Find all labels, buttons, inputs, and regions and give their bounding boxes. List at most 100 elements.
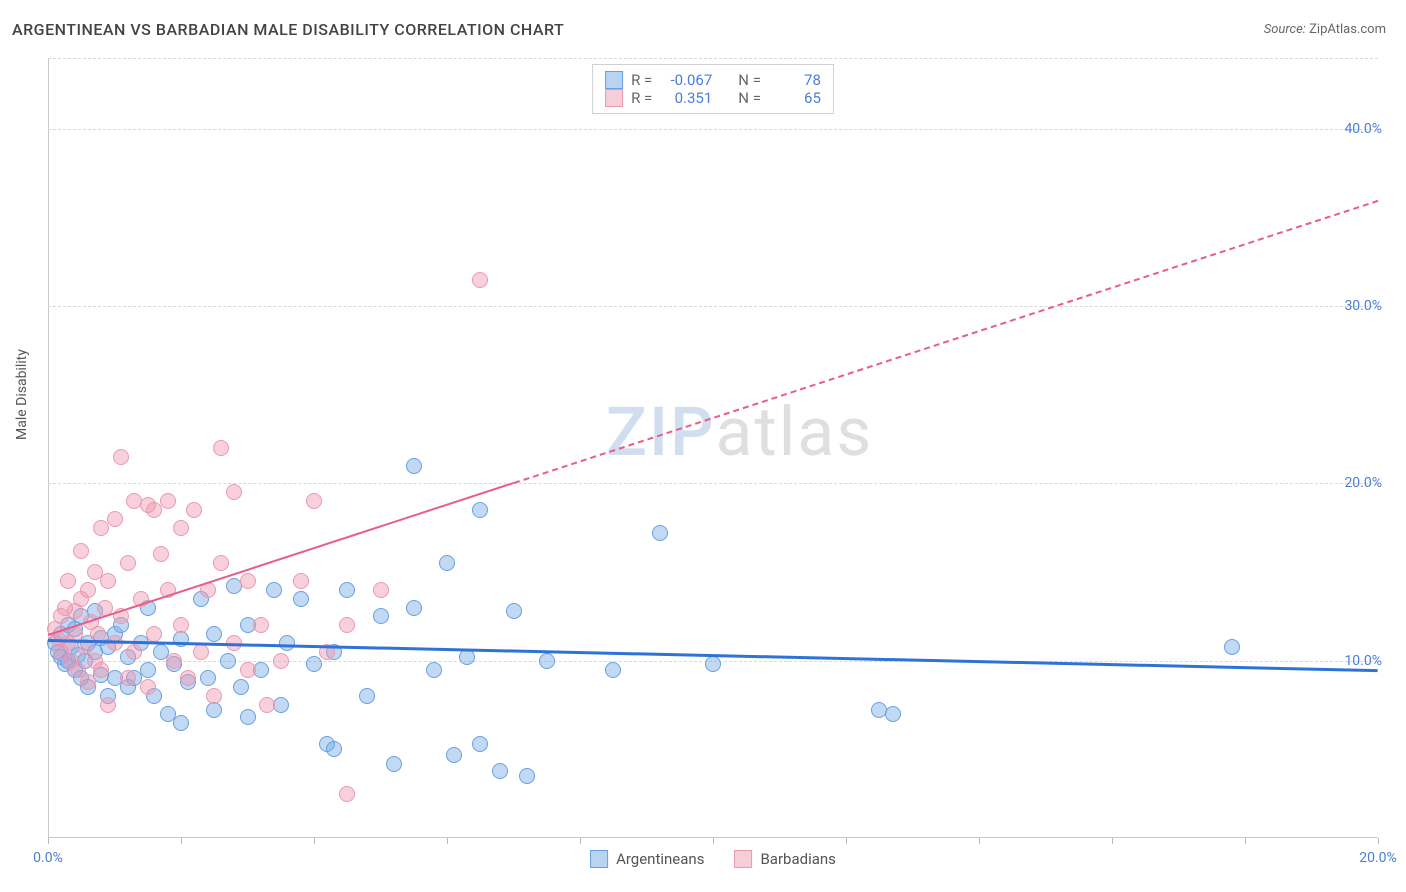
- data-point: [93, 662, 109, 678]
- data-point: [73, 543, 89, 559]
- y-axis: [48, 58, 49, 838]
- data-point: [240, 573, 256, 589]
- x-tick-mark: [1245, 838, 1246, 844]
- data-point: [373, 582, 389, 598]
- grid-line: [48, 306, 1378, 307]
- data-point: [140, 662, 156, 678]
- source-label: Source: ZipAtlas.com: [1264, 22, 1386, 37]
- grid-line: [48, 483, 1378, 484]
- data-point: [506, 603, 522, 619]
- data-point: [373, 608, 389, 624]
- data-point: [306, 656, 322, 672]
- legend-swatch: [605, 89, 623, 107]
- data-point: [173, 631, 189, 647]
- chart-title: ARGENTINEAN VS BARBADIAN MALE DISABILITY…: [12, 20, 564, 39]
- grid-line: [48, 129, 1378, 130]
- x-tick-mark: [979, 838, 980, 844]
- data-point: [100, 573, 116, 589]
- data-point: [80, 674, 96, 690]
- data-point: [259, 697, 275, 713]
- source-prefix: Source:: [1264, 22, 1306, 37]
- data-point: [113, 449, 129, 465]
- stat-r-label: R =: [631, 89, 652, 107]
- data-point: [446, 747, 462, 763]
- bottom-legend: Argentineans Barbadians: [590, 850, 836, 868]
- data-point: [126, 644, 142, 660]
- data-point: [213, 555, 229, 571]
- data-point: [153, 546, 169, 562]
- stat-n-value: 65: [769, 89, 821, 107]
- data-point: [472, 502, 488, 518]
- x-tick-mark: [181, 838, 182, 844]
- data-point: [200, 670, 216, 686]
- data-point: [173, 617, 189, 633]
- y-tick-label: 40.0%: [1344, 121, 1382, 137]
- stats-row: R =-0.067N =78: [605, 71, 821, 89]
- chart-container: ARGENTINEAN VS BARBADIAN MALE DISABILITY…: [0, 0, 1406, 892]
- data-point: [652, 525, 668, 541]
- x-tick-mark: [1112, 838, 1113, 844]
- data-point: [406, 458, 422, 474]
- data-point: [273, 653, 289, 669]
- data-point: [146, 626, 162, 642]
- x-tick-mark: [447, 838, 448, 844]
- stat-n-value: 78: [769, 71, 821, 89]
- y-tick-label: 10.0%: [1344, 653, 1382, 669]
- data-point: [120, 555, 136, 571]
- data-point: [359, 688, 375, 704]
- data-point: [885, 706, 901, 722]
- data-point: [339, 582, 355, 598]
- stat-r-value: -0.067: [660, 71, 712, 89]
- data-point: [206, 626, 222, 642]
- y-tick-label: 20.0%: [1344, 475, 1382, 491]
- data-point: [605, 662, 621, 678]
- data-point: [459, 649, 475, 665]
- data-point: [60, 573, 76, 589]
- x-tick-mark: [1378, 838, 1379, 844]
- regression-line: [513, 200, 1378, 484]
- data-point: [1224, 639, 1240, 655]
- x-tick-label: 20.0%: [1359, 850, 1397, 866]
- data-point: [519, 768, 535, 784]
- data-point: [253, 617, 269, 633]
- legend-swatch: [734, 850, 752, 868]
- data-point: [100, 697, 116, 713]
- stat-n-label: N =: [738, 71, 761, 89]
- x-tick-label: 0.0%: [33, 850, 63, 866]
- watermark-accent: ZIP: [606, 392, 716, 472]
- data-point: [705, 656, 721, 672]
- stats-box: R =-0.067N =78R =0.351N =65: [592, 64, 834, 114]
- x-tick-mark: [314, 838, 315, 844]
- data-point: [140, 679, 156, 695]
- data-point: [220, 653, 236, 669]
- data-point: [472, 736, 488, 752]
- data-point: [166, 653, 182, 669]
- source-name: ZipAtlas.com: [1309, 22, 1386, 37]
- legend-item: Argentineans: [590, 850, 704, 868]
- data-point: [539, 653, 555, 669]
- data-point: [266, 582, 282, 598]
- data-point: [439, 555, 455, 571]
- data-point: [180, 670, 196, 686]
- data-point: [120, 670, 136, 686]
- y-axis-label: Male Disability: [14, 349, 30, 440]
- data-point: [472, 272, 488, 288]
- data-point: [279, 635, 295, 651]
- data-point: [186, 502, 202, 518]
- data-point: [240, 662, 256, 678]
- data-point: [293, 591, 309, 607]
- stat-r-value: 0.351: [660, 89, 712, 107]
- data-point: [193, 644, 209, 660]
- data-point: [213, 440, 229, 456]
- data-point: [173, 520, 189, 536]
- x-tick-mark: [48, 838, 49, 844]
- data-point: [80, 582, 96, 598]
- data-point: [107, 511, 123, 527]
- legend-swatch: [605, 71, 623, 89]
- legend-label: Barbadians: [760, 850, 835, 868]
- x-tick-mark: [713, 838, 714, 844]
- x-tick-mark: [846, 838, 847, 844]
- watermark-rest: atlas: [716, 392, 874, 472]
- data-point: [406, 600, 422, 616]
- data-point: [492, 763, 508, 779]
